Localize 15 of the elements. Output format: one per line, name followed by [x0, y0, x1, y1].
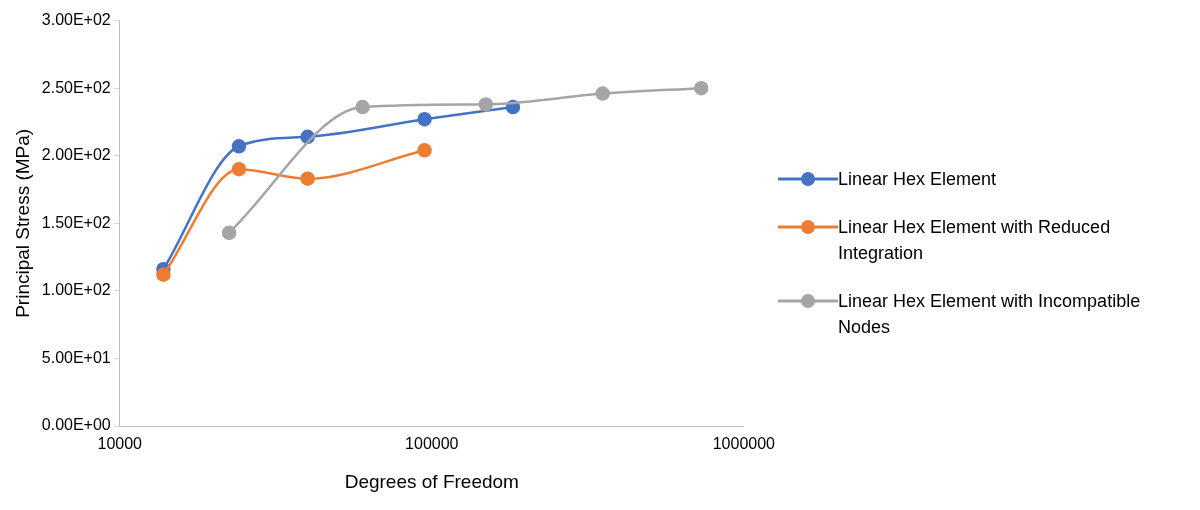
y-tick-label: 5.00E+01 [41, 348, 111, 366]
y-tick-label: 1.50E+02 [41, 213, 111, 231]
legend-label: Linear Hex Element with Incompatible Nodes [838, 290, 1142, 339]
x-tick-label: 1000000 [712, 435, 776, 453]
y-tick-label: 2.50E+02 [41, 78, 111, 96]
y-axis-title: Principal Stress (MPa) [11, 128, 33, 318]
x-tick-label: 100000 [405, 435, 459, 453]
y-tick-label: 3.00E+02 [41, 11, 111, 29]
x-axis-title: Degrees of Freedom [344, 470, 519, 492]
x-tick-label: 10000 [97, 435, 143, 453]
y-tick-label: 0.00E+00 [41, 416, 111, 434]
y-tick-label: 2.00E+02 [41, 146, 111, 164]
legend-label: Linear Hex Element with Reduced Integration [838, 216, 1112, 265]
legend-label: Linear Hex Element [838, 168, 997, 191]
y-tick-label: 1.00E+02 [41, 281, 111, 299]
